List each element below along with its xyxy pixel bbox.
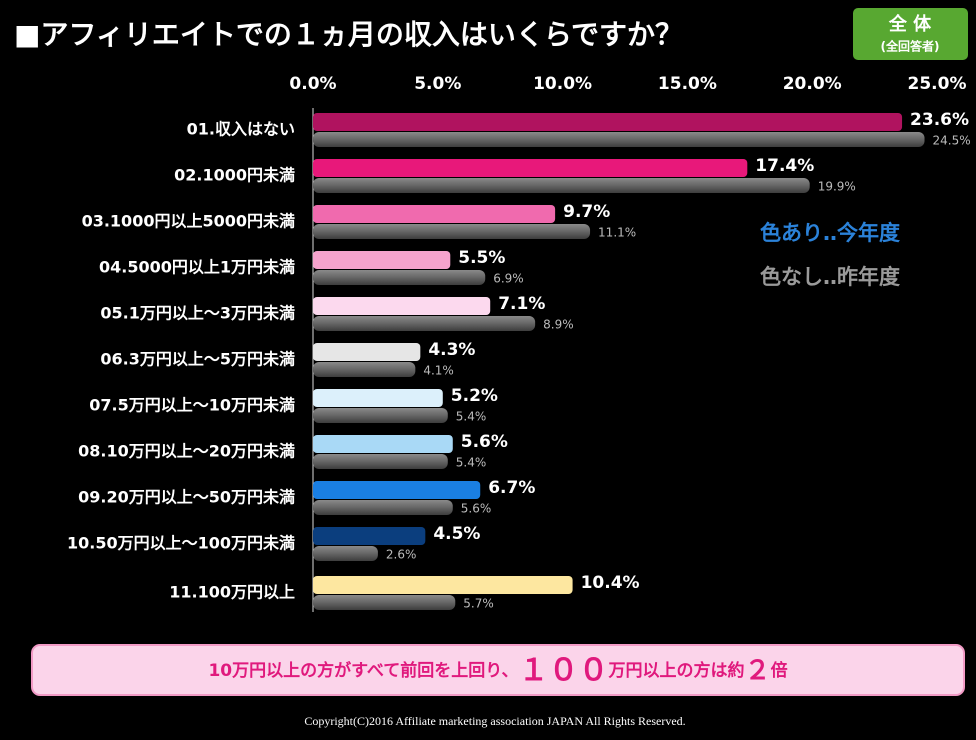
- x-tick-label: 0.0%: [289, 74, 336, 94]
- annotation-box: [31, 644, 965, 696]
- x-tick-label: 10.0%: [533, 74, 592, 94]
- bar: [313, 500, 453, 515]
- bar: [313, 362, 416, 377]
- y-tick-label: 05.1万円以上～3万円未満: [100, 304, 295, 323]
- y-tick-label: 07.5万円以上～10万円未満: [89, 396, 295, 415]
- y-tick-label: 08.10万円以上～20万円未満: [78, 442, 295, 461]
- bar: [313, 297, 491, 315]
- badge-subtext: (全回答者): [881, 39, 940, 54]
- bar: [313, 546, 378, 561]
- bar: [313, 408, 448, 423]
- bar: [313, 205, 556, 223]
- data-label: 9.7%: [563, 202, 610, 222]
- data-label: 6.7%: [488, 478, 535, 498]
- bar: [313, 343, 421, 361]
- x-tick-label: 20.0%: [783, 74, 842, 94]
- footer: Copyright(C)2016 Affiliate marketing ass…: [304, 714, 685, 728]
- bar: [313, 527, 426, 545]
- x-tick-label: 15.0%: [658, 74, 717, 94]
- data-label: 5.2%: [451, 386, 498, 406]
- legend-entry: 色なし‥昨年度: [760, 265, 900, 289]
- y-tick-label: 10.50万円以上～100万円未満: [67, 534, 295, 553]
- data-label: 5.7%: [463, 597, 494, 611]
- bar: [313, 132, 925, 147]
- y-tick-label: 02.1000円未満: [174, 166, 295, 185]
- bar: [313, 481, 481, 499]
- data-label: 5.4%: [456, 410, 487, 424]
- annotation-text: 倍: [771, 660, 788, 681]
- x-tick-label: 25.0%: [908, 74, 967, 94]
- data-label: 10.4%: [581, 573, 640, 593]
- bar: [313, 270, 486, 285]
- annotation-text: ２: [745, 656, 771, 686]
- badge: [853, 8, 968, 60]
- y-tick-label: 06.3万円以上～5万円未満: [100, 350, 295, 369]
- annotation-text: 万円以上の方は約: [608, 660, 745, 681]
- badge-text: 全 体: [888, 13, 932, 35]
- bar: [313, 454, 448, 469]
- data-label: 4.3%: [428, 340, 475, 360]
- chart-title: ■アフィリエイトでの１ヵ月の収入はいくらですか？: [14, 18, 683, 51]
- legend-entry: 色あり‥今年度: [760, 221, 900, 245]
- data-label: 24.5%: [933, 134, 971, 148]
- bar: [313, 316, 536, 331]
- annotation: 10万円以上の方がすべて前回を上回り、１００万円以上の方は約２倍: [208, 653, 787, 688]
- bar: [313, 251, 451, 269]
- data-label: 2.6%: [386, 548, 417, 562]
- data-label: 6.9%: [493, 272, 524, 286]
- bar: [313, 435, 453, 453]
- data-label: 5.5%: [458, 248, 505, 268]
- data-label: 4.5%: [433, 524, 480, 544]
- data-label: 11.1%: [598, 226, 636, 240]
- data-label: 8.9%: [543, 318, 574, 332]
- y-tick-label: 03.1000円以上5000円未満: [82, 212, 295, 231]
- bar: [313, 224, 591, 239]
- y-tick-label: 01.収入はない: [187, 120, 295, 139]
- data-label: 5.4%: [456, 456, 487, 470]
- bar: [313, 159, 748, 177]
- bar: [313, 595, 456, 610]
- bar: [313, 389, 443, 407]
- annotation-text: 10万円以上の方がすべて前回を上回り、: [208, 660, 518, 681]
- data-label: 5.6%: [461, 502, 492, 516]
- data-label: 5.6%: [461, 432, 508, 452]
- data-label: 4.1%: [423, 364, 454, 378]
- y-tick-label: 11.100万円以上: [169, 583, 295, 602]
- bar: [313, 178, 810, 193]
- bar: [313, 113, 903, 131]
- y-tick-label: 09.20万円以上～50万円未満: [78, 488, 295, 507]
- data-label: 7.1%: [498, 294, 545, 314]
- x-tick-label: 5.0%: [414, 74, 461, 94]
- data-label: 19.9%: [818, 180, 856, 194]
- bar: [313, 576, 573, 594]
- data-label: 17.4%: [755, 156, 814, 176]
- data-label: 23.6%: [910, 110, 969, 130]
- y-tick-label: 04.5000円以上1万円未満: [99, 258, 295, 277]
- annotation-text: １００: [519, 653, 609, 688]
